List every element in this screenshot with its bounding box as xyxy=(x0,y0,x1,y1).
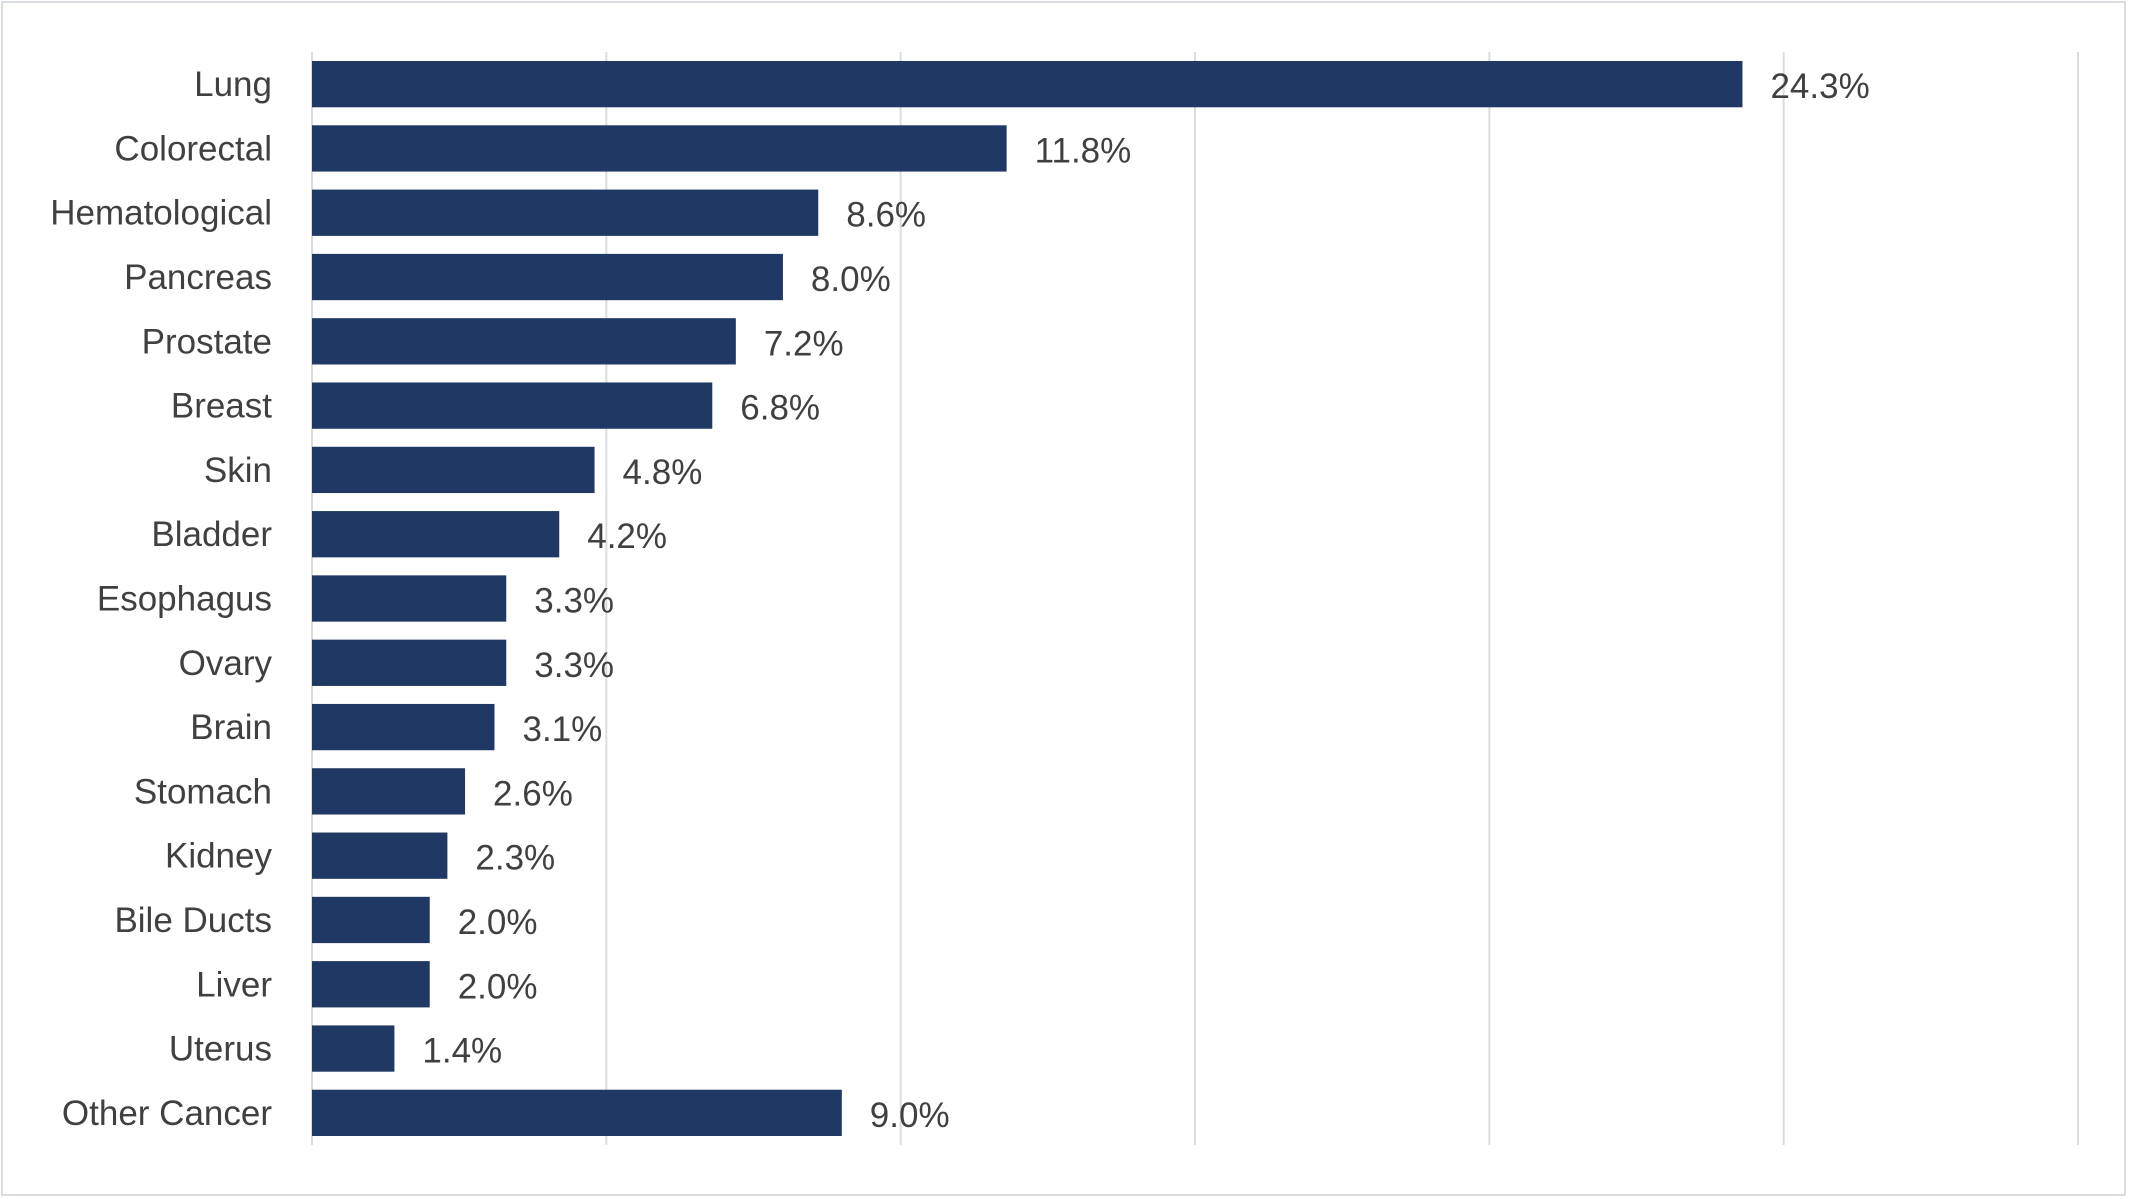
category-label: Esophagus xyxy=(97,580,272,619)
category-label: Prostate xyxy=(142,322,272,361)
category-label: Lung xyxy=(194,65,272,104)
data-label: 11.8% xyxy=(1035,131,1132,170)
category-label: Bile Ducts xyxy=(114,901,272,940)
category-label: Breast xyxy=(171,387,272,426)
category-label: Pancreas xyxy=(124,258,272,297)
category-label: Stomach xyxy=(134,772,272,811)
bar-kidney xyxy=(312,832,448,879)
bar-bladder xyxy=(312,511,560,558)
data-label: 4.2% xyxy=(587,517,667,556)
data-label: 6.8% xyxy=(740,389,820,428)
category-label: Other Cancer xyxy=(62,1094,272,1133)
category-label: Liver xyxy=(196,965,272,1004)
bar-liver xyxy=(312,961,430,1008)
bar-brain xyxy=(312,703,495,751)
bar-skin xyxy=(312,446,595,494)
category-label: Brain xyxy=(190,708,272,747)
data-label: 8.6% xyxy=(846,196,926,235)
data-label: 3.1% xyxy=(522,710,602,749)
bar-bile-ducts xyxy=(312,896,430,944)
data-label: 2.6% xyxy=(493,774,573,813)
category-label: Kidney xyxy=(165,837,273,876)
bar-colorectal xyxy=(312,125,1007,172)
data-label: 2.3% xyxy=(475,839,555,878)
data-label: 2.0% xyxy=(458,903,538,942)
category-label: Colorectal xyxy=(114,129,272,168)
data-label: 4.8% xyxy=(623,453,703,492)
category-label: Bladder xyxy=(151,515,272,554)
bar-prostate xyxy=(312,318,736,365)
bar-stomach xyxy=(312,768,466,815)
data-label: 2.0% xyxy=(458,967,538,1006)
bar-uterus xyxy=(312,1025,395,1072)
bar-other-cancer xyxy=(312,1089,842,1136)
category-label: Hematological xyxy=(50,194,272,233)
category-label: Uterus xyxy=(169,1030,272,1069)
data-label: 9.0% xyxy=(870,1096,950,1135)
category-label: Skin xyxy=(204,451,272,490)
data-label: 3.3% xyxy=(534,646,614,685)
bar-pancreas xyxy=(312,253,783,301)
bar-esophagus xyxy=(312,575,507,622)
category-label: Ovary xyxy=(179,644,273,683)
data-label: 3.3% xyxy=(534,582,614,621)
bar-lung xyxy=(312,61,1743,108)
bar-ovary xyxy=(312,639,507,686)
data-label: 1.4% xyxy=(422,1032,502,1071)
data-label: 24.3% xyxy=(1770,67,1869,106)
data-label: 8.0% xyxy=(811,260,891,299)
bar-breast xyxy=(312,382,713,429)
bar-hematological xyxy=(312,189,819,236)
data-label: 7.2% xyxy=(764,324,844,363)
